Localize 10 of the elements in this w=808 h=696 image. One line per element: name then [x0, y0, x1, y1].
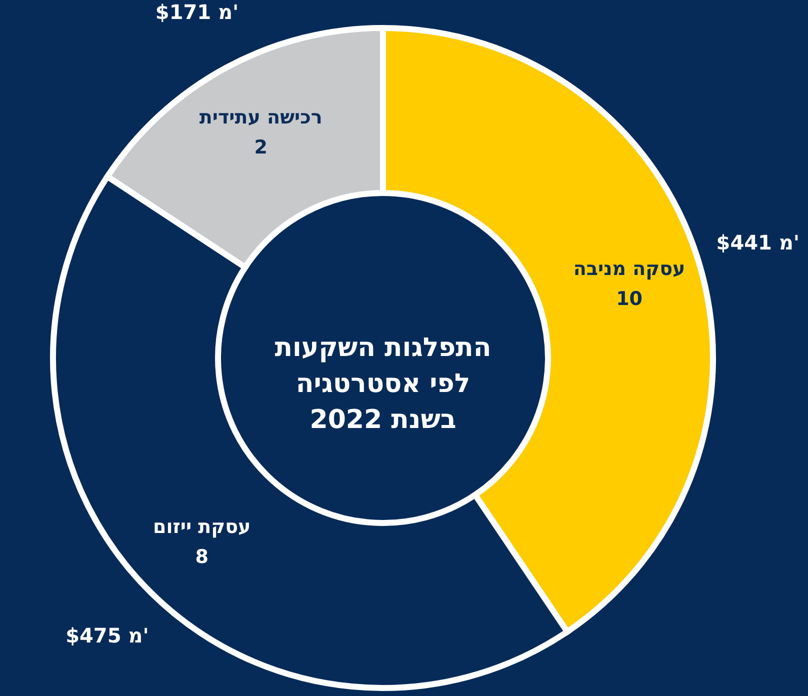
- data-label: $171 מ': [155, 0, 239, 24]
- slice-label: רכישה עתידית: [199, 106, 322, 128]
- data-label: $475 מ': [66, 624, 149, 648]
- slice-label: עסקה מניבה: [573, 258, 686, 280]
- data-label: $441 מ': [716, 230, 800, 255]
- text: 10: [616, 288, 643, 310]
- text: 8: [195, 546, 208, 568]
- text: התפלגות השקעות לפי אסטרטגיה בשנת 2022: [274, 333, 492, 435]
- text: 2: [254, 136, 268, 158]
- slice-label: עסקת ייזום: [152, 516, 251, 538]
